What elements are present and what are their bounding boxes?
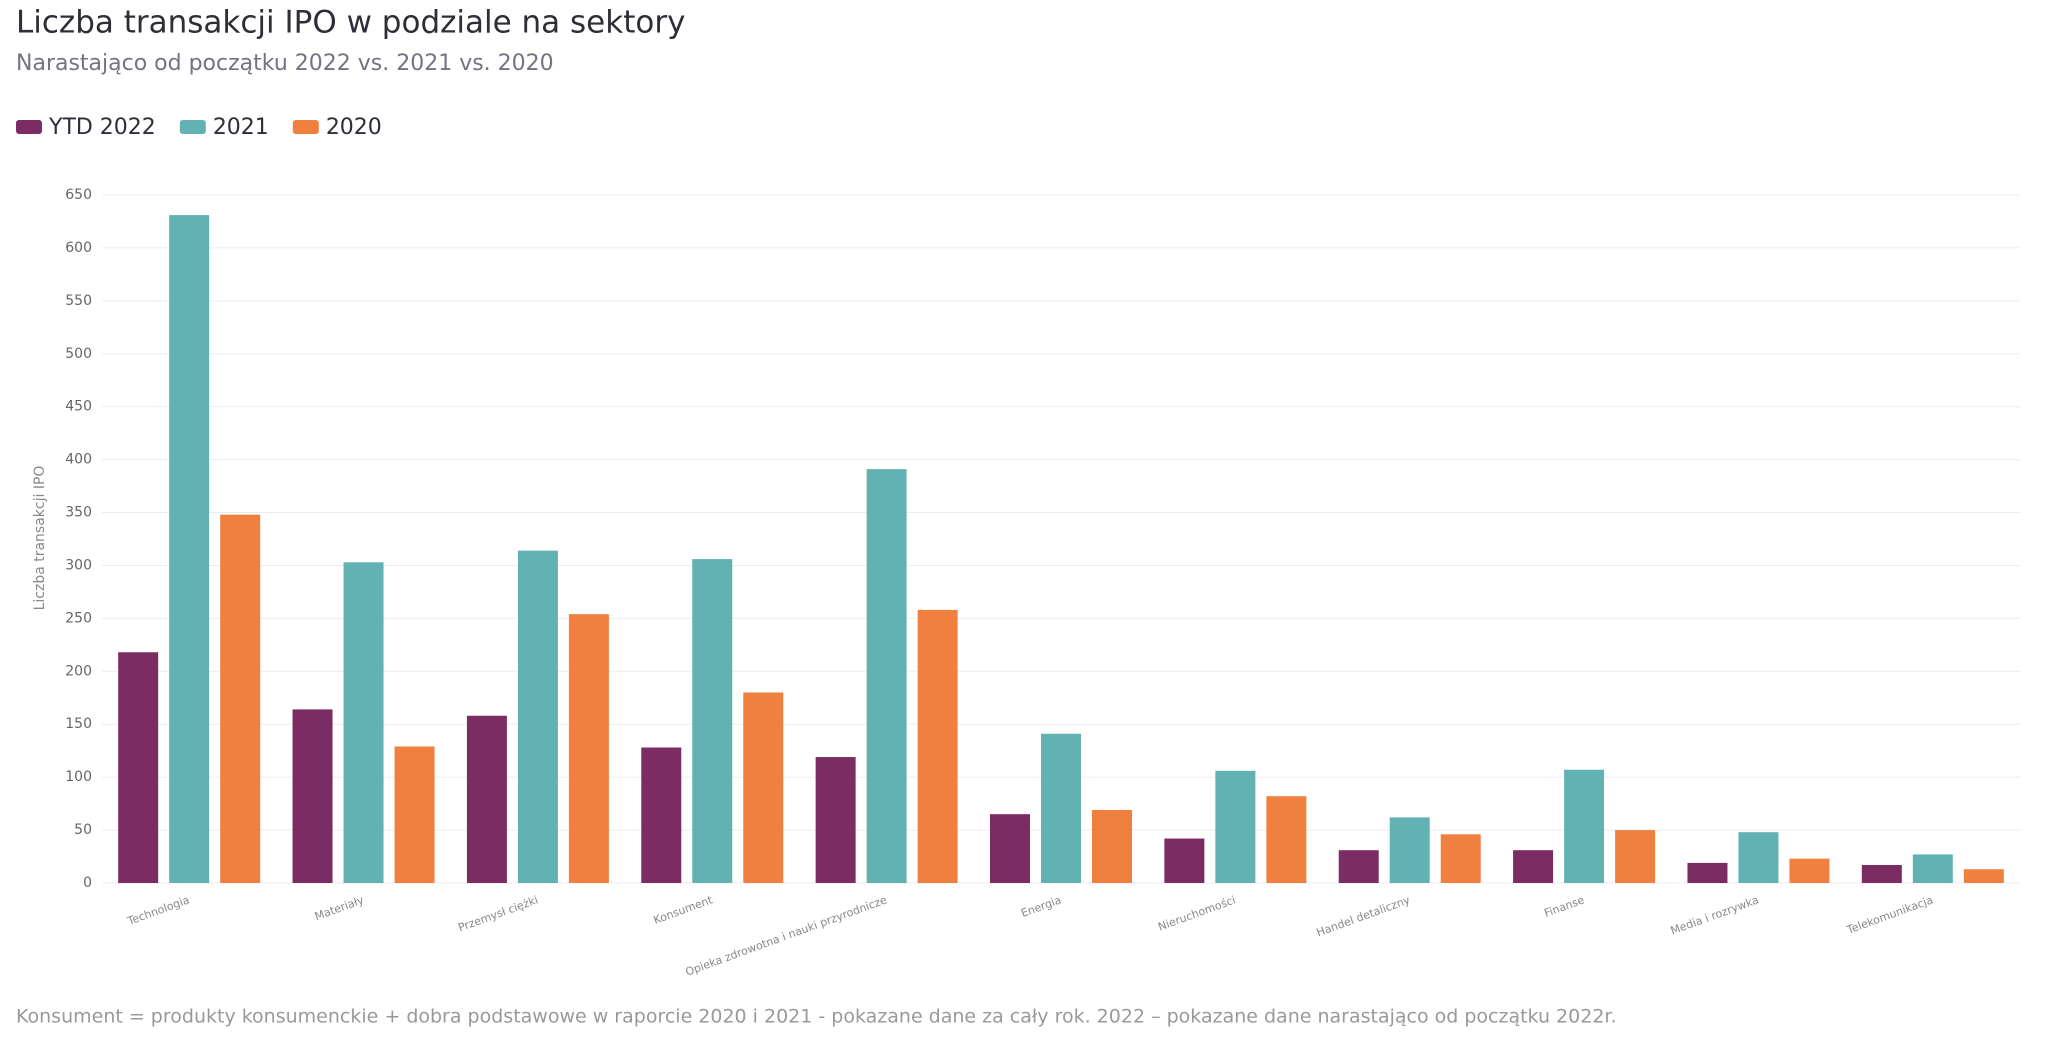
bar	[1440, 834, 1481, 883]
y-tick-label: 300	[65, 557, 92, 573]
bar	[1092, 809, 1132, 883]
bar	[343, 562, 384, 883]
y-tick-label: 650	[65, 187, 92, 203]
bar	[1738, 832, 1779, 883]
bar	[1164, 838, 1205, 883]
x-tick-label: Energia	[1019, 893, 1063, 920]
bar	[1513, 850, 1554, 883]
y-tick-label: 350	[65, 505, 92, 521]
y-tick-label: 500	[65, 346, 92, 362]
bar	[169, 215, 210, 883]
y-tick-label: 150	[65, 716, 92, 732]
bar	[292, 709, 333, 883]
bar	[641, 747, 682, 883]
bar	[568, 614, 609, 883]
y-axis-label: Liczba transakcji IPO	[32, 466, 48, 611]
bar	[394, 746, 435, 883]
bar	[1963, 869, 2004, 883]
legend-swatch	[292, 120, 319, 134]
y-tick-label: 450	[65, 399, 92, 415]
bar	[990, 814, 1030, 883]
bar	[692, 559, 733, 883]
bar	[815, 757, 856, 883]
bar	[866, 469, 907, 883]
x-tick-label: Konsument	[652, 893, 715, 927]
bar	[1912, 854, 1953, 883]
x-tick-label: Handel detaliczny	[1315, 893, 1412, 939]
x-tick-label: Media i rozrywka	[1669, 893, 1761, 937]
legend-swatch	[179, 120, 206, 134]
bar	[1615, 830, 1656, 883]
x-tick-label: Przemysł ciężki	[456, 893, 540, 934]
bar	[1338, 850, 1379, 883]
bar	[1564, 769, 1605, 883]
x-tick-label: Finanse	[1542, 893, 1586, 920]
y-tick-label: 100	[65, 769, 92, 785]
bar	[1041, 733, 1081, 883]
bar	[220, 514, 261, 883]
bar	[1789, 858, 1830, 883]
y-tick-label: 400	[65, 452, 92, 468]
bar	[1861, 865, 1902, 883]
x-tick-label: Telekomunikacja	[1844, 893, 1935, 937]
bar	[917, 609, 958, 883]
legend-label: 2021	[213, 115, 269, 140]
y-tick-label: 0	[83, 875, 92, 891]
bar	[1215, 770, 1256, 883]
bar	[466, 715, 507, 883]
chart-subtitle: Narastająco od początku 2022 vs. 2021 vs…	[16, 51, 554, 76]
y-tick-label: 550	[65, 293, 92, 309]
bar	[1687, 862, 1728, 883]
legend-label: YTD 2022	[48, 115, 156, 140]
legend-label: 2020	[326, 115, 382, 140]
bar	[743, 692, 784, 883]
x-tick-label: Nieruchomości	[1156, 893, 1237, 933]
x-tick-label: Opieka zdrowotna i nauki przyrodnicze	[684, 893, 889, 978]
bar	[1266, 796, 1307, 883]
bar	[1389, 817, 1430, 883]
bar	[517, 550, 558, 883]
legend-swatch	[16, 120, 42, 134]
bar	[118, 652, 159, 883]
y-tick-label: 200	[65, 663, 92, 679]
y-tick-label: 600	[65, 240, 92, 256]
y-tick-label: 250	[65, 610, 92, 626]
footnote: Konsument = produkty konsumenckie + dobr…	[16, 1006, 1617, 1028]
y-tick-label: 50	[74, 822, 92, 838]
chart-title: Liczba transakcji IPO w podziale na sekt…	[16, 5, 685, 41]
x-tick-label: Technologia	[125, 893, 191, 928]
x-tick-label: Materiały	[313, 893, 366, 923]
